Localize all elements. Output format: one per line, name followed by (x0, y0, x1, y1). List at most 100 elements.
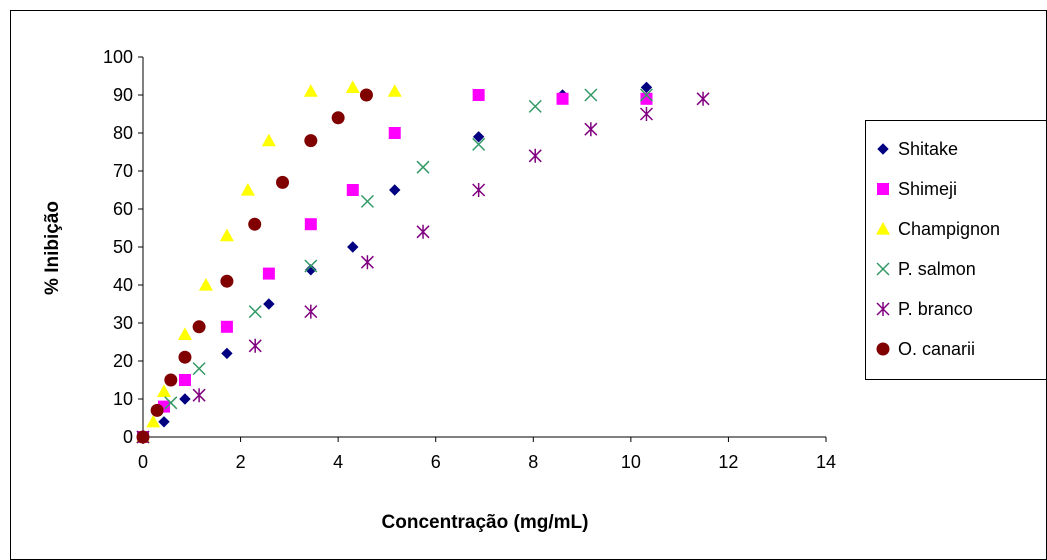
data-point-shitake (179, 393, 191, 405)
series-champignon (136, 80, 402, 443)
data-point-shitake (347, 241, 359, 253)
data-points (136, 80, 710, 444)
data-point-p-branco (248, 338, 262, 353)
y-tick-label: 60 (113, 199, 133, 219)
legend-label: Shimeji (898, 178, 958, 199)
data-point-o-canarii (164, 373, 178, 387)
legend-symbol-o-canarii (876, 342, 890, 356)
data-point-p-salmon (528, 99, 542, 113)
legend-symbol-shimeji (877, 183, 889, 195)
data-point-p-salmon (360, 194, 374, 208)
legend-item-o-canarii: O. canarii (866, 333, 975, 365)
data-point-p-salmon (584, 88, 598, 102)
y-tick-label: 100 (103, 47, 133, 67)
data-point-p-salmon (164, 396, 178, 410)
data-point-champignon (345, 80, 360, 93)
data-point-champignon (177, 327, 192, 340)
legend-item-p-salmon: P. salmon (866, 253, 976, 285)
data-point-o-canarii (276, 175, 290, 189)
data-point-shitake (472, 131, 485, 143)
data-point-o-canarii (359, 88, 373, 102)
data-point-p-branco (416, 224, 430, 239)
x-axis-title: Concentração (mg/mL) (382, 512, 589, 533)
data-point-o-canarii (150, 403, 164, 417)
data-point-champignon (303, 84, 318, 97)
x-tick-label: 2 (236, 452, 246, 472)
data-point-champignon (156, 384, 171, 397)
legend-symbol-shitake (877, 143, 889, 155)
data-point-p-salmon (248, 305, 262, 319)
data-point-champignon (261, 133, 276, 147)
data-point-shimeji (178, 374, 191, 386)
data-point-p-branco (584, 122, 598, 137)
data-point-champignon (219, 228, 234, 242)
legend-item-shitake: Shitake (866, 133, 958, 165)
data-point-p-branco (304, 304, 318, 319)
data-point-shitake (158, 416, 170, 428)
y-tick-label: 50 (113, 237, 133, 257)
data-point-p-branco (360, 255, 374, 270)
data-point-p-branco (528, 148, 542, 163)
data-point-p-salmon (639, 88, 653, 102)
data-point-shitake (305, 264, 317, 276)
data-point-p-branco (472, 183, 486, 197)
data-point-shimeji (346, 184, 359, 196)
legend-label: Champignon (898, 218, 1001, 239)
y-tick-label: 0 (123, 427, 133, 447)
legend-label: Shitake (898, 138, 959, 159)
legend-marker-shitake (877, 143, 889, 155)
data-point-shitake (221, 347, 233, 360)
legend-symbol-p-branco (876, 302, 890, 316)
series-p-salmon (136, 88, 653, 444)
data-point-shimeji (556, 92, 569, 105)
y-tick-label: 10 (113, 389, 133, 409)
data-point-o-canarii (136, 430, 150, 444)
data-point-champignon (240, 183, 255, 196)
data-point-o-canarii (248, 217, 262, 231)
series-o-canarii (136, 88, 373, 444)
data-point-o-canarii (331, 111, 345, 125)
x-tick-label: 4 (333, 452, 343, 472)
data-point-shitake (263, 298, 275, 310)
data-point-champignon (146, 414, 161, 428)
data-point-champignon (387, 84, 402, 97)
data-point-o-canarii (220, 274, 234, 288)
y-tick-label: 30 (113, 313, 133, 333)
data-point-p-salmon (472, 137, 486, 151)
data-point-shitake (389, 184, 401, 196)
y-tick-label: 80 (113, 123, 133, 143)
data-point-shimeji (640, 92, 653, 105)
tick-labels: 0 10 20 30 40 50 60 70 80 90 100 0 2 4 6 8 10 12 14 (103, 47, 836, 472)
data-point-o-canarii (178, 350, 192, 364)
y-axis-title: % Inibição (42, 201, 63, 295)
legend-item-p-branco: P. branco (866, 293, 973, 325)
x-tick-label: 14 (816, 452, 836, 472)
legend: Shitake Shimeji Champignon P. salmon P. bran… (865, 120, 1047, 380)
data-point-shimeji (220, 320, 233, 333)
x-tick-label: 6 (431, 452, 441, 472)
legend-symbol-champignon (876, 222, 890, 235)
legend-item-champignon: Champignon (866, 213, 1000, 245)
data-point-shitake (640, 81, 653, 94)
y-tick-label: 70 (113, 161, 133, 181)
legend-marker-champignon (876, 222, 890, 235)
legend-symbol-p-salmon (876, 262, 890, 276)
legend-marker-p-branco (876, 302, 890, 316)
legend-marker-shimeji (877, 183, 889, 195)
legend-marker-p-salmon (876, 262, 890, 276)
legend-item-shimeji: Shimeji (866, 173, 957, 205)
data-point-o-canarii (192, 320, 206, 334)
x-tick-label: 0 (138, 452, 148, 472)
data-point-p-branco (696, 91, 710, 106)
x-tick-label: 10 (621, 452, 641, 472)
legend-label: P. salmon (898, 258, 976, 279)
series-p-branco (136, 91, 710, 444)
y-tick-label: 20 (113, 351, 133, 371)
data-point-shimeji (472, 89, 485, 101)
series-shimeji (137, 89, 653, 443)
data-point-p-salmon (192, 362, 206, 376)
legend-marker-o-canarii (876, 342, 890, 356)
data-point-shimeji (304, 218, 317, 231)
legend-label: P. branco (898, 298, 973, 319)
